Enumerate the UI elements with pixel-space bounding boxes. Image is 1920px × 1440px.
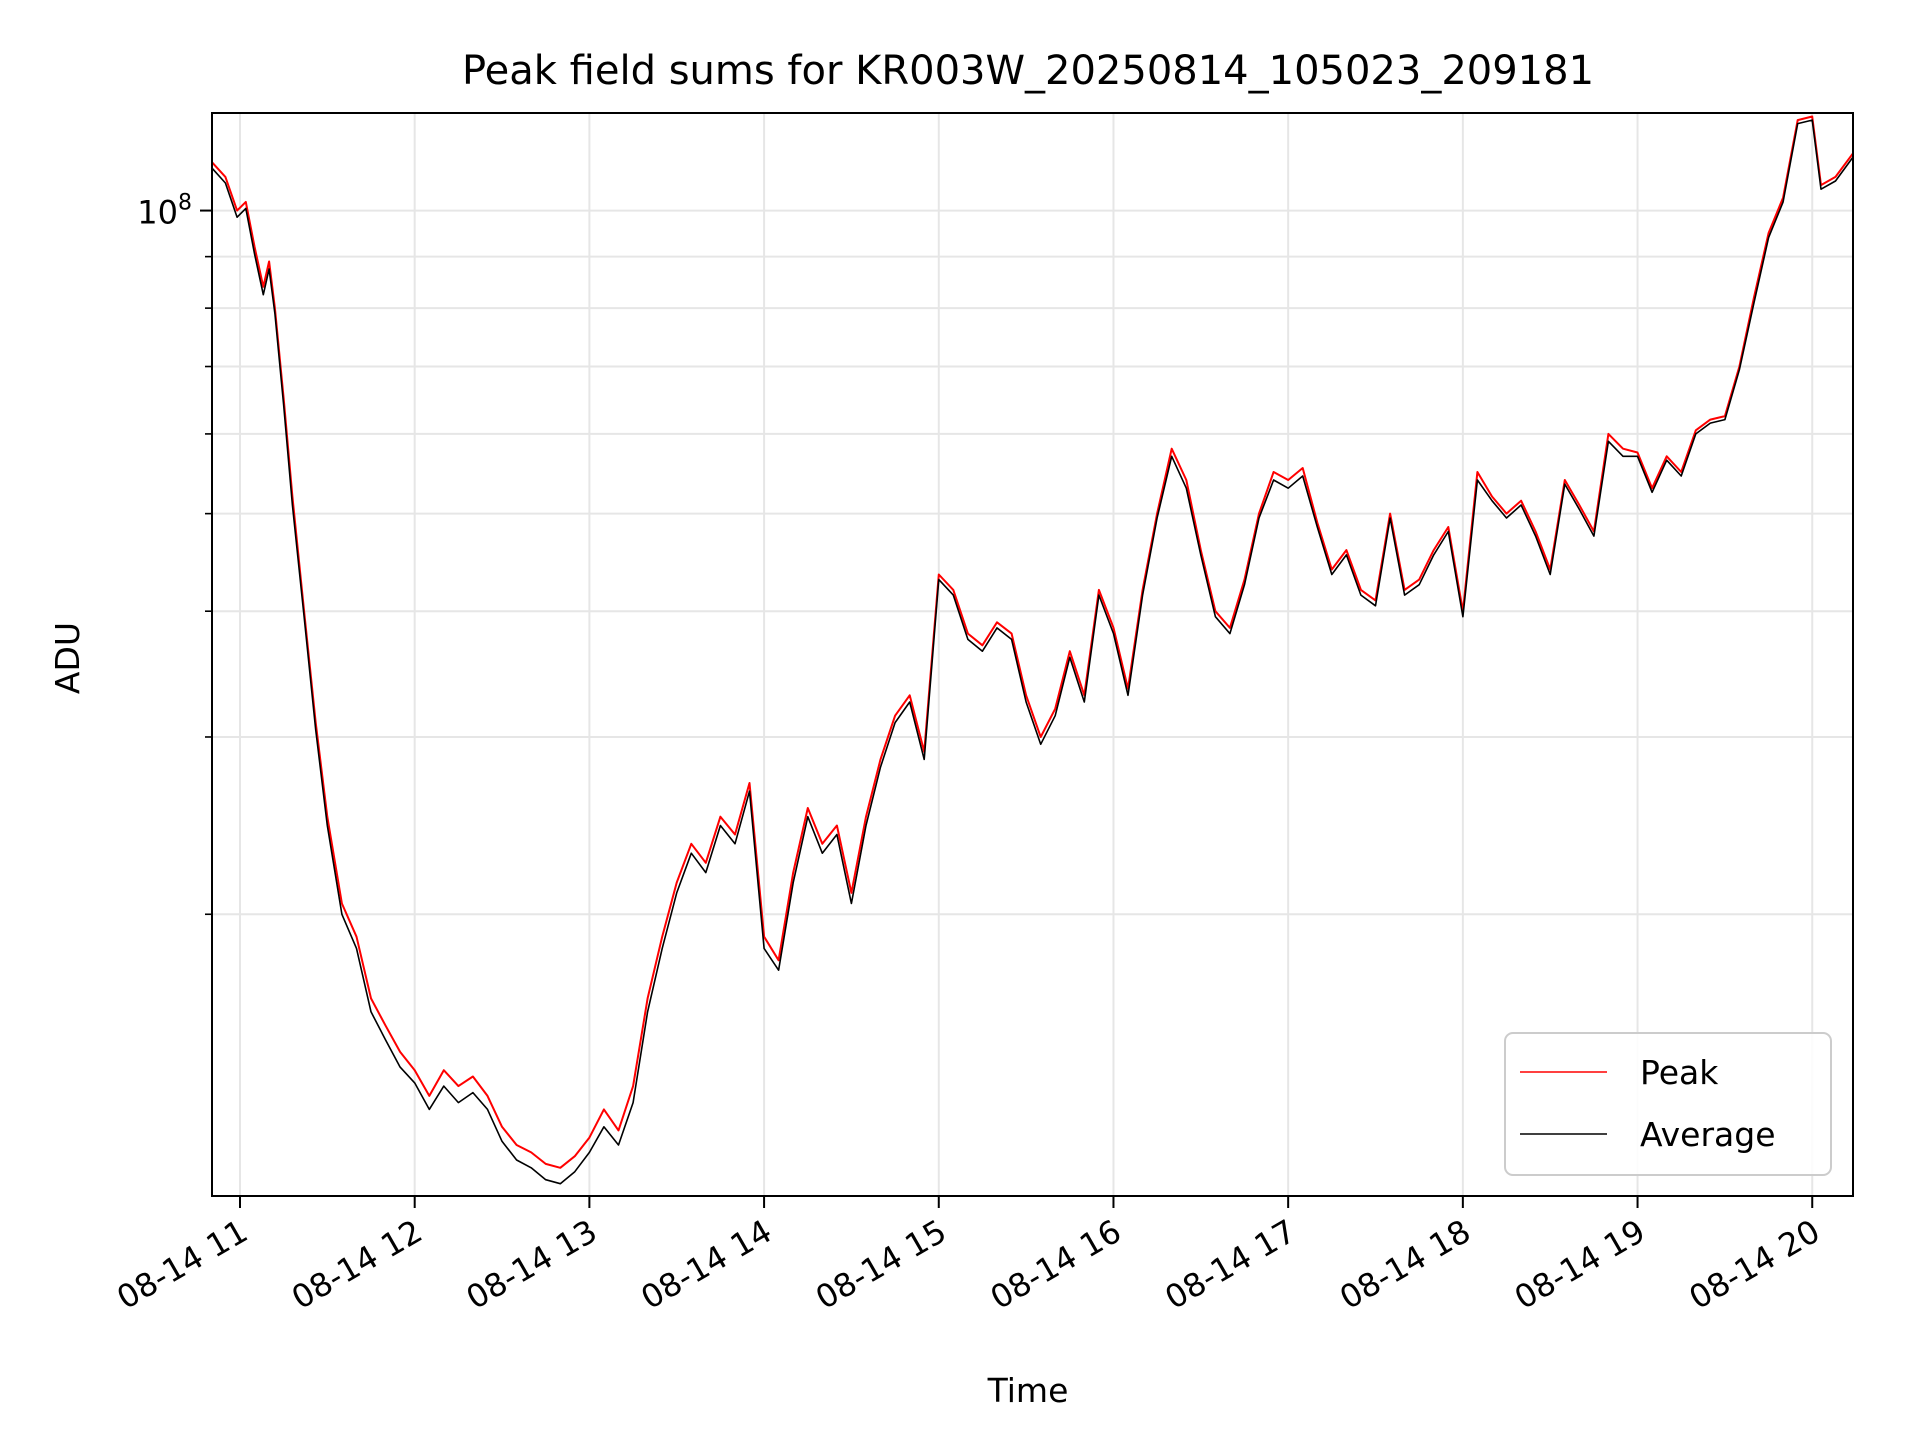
series-line-peak [212,115,1853,1169]
legend-box [1504,1032,1832,1176]
series-layer [212,115,1853,1185]
legend-average-label: Average [1640,1115,1776,1154]
y-tick-label-exponent: 8 [178,191,192,216]
grid-layer [212,113,1853,1196]
series-line-average [212,119,1853,1185]
y-tick-label: 108 [137,191,192,232]
legend: Peak Average [1504,1032,1832,1176]
plot-frame [211,112,1854,1197]
y-tick-label-base: 10 [137,194,178,232]
legend-peak-label: Peak [1640,1053,1719,1092]
y-axis-label: ADU [48,622,87,694]
x-axis-label: Time [987,1371,1069,1410]
chart-title: Peak field sums for KR003W_20250814_1050… [462,48,1594,94]
